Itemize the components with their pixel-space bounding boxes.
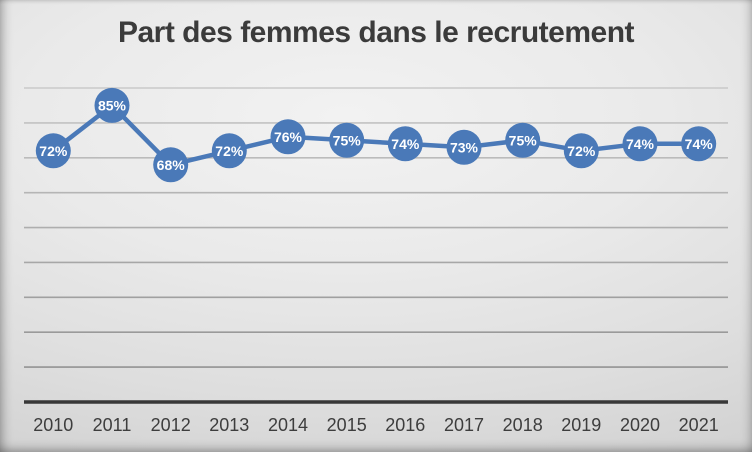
- data-point-marker: [153, 147, 189, 183]
- x-axis-tick-label: 2017: [444, 415, 484, 435]
- trend-line: [51, 103, 701, 168]
- data-point-marker: [563, 133, 599, 169]
- x-axis-tick-label: 2010: [33, 415, 73, 435]
- data-point-label: 72%: [215, 143, 244, 159]
- data-point-label: 76%: [274, 129, 303, 145]
- x-axis-tick-label: 2013: [209, 415, 249, 435]
- x-axis-tick-label: 2015: [327, 415, 367, 435]
- data-point-marker: [446, 129, 482, 165]
- x-axis-tick-label: 2019: [561, 415, 601, 435]
- data-point-label: 73%: [450, 139, 479, 155]
- x-axis-tick-label: 2016: [385, 415, 425, 435]
- x-axis-tick-label: 2012: [151, 415, 191, 435]
- data-point-label: 85%: [98, 97, 127, 113]
- data-point-label: 72%: [39, 143, 68, 159]
- data-point-marker: [622, 126, 658, 162]
- x-axis-tick-label: 2018: [503, 415, 543, 435]
- data-point-label: 72%: [567, 143, 596, 159]
- data-point-marker: [211, 133, 247, 169]
- data-point-marker: [329, 122, 365, 158]
- data-point-marker: [387, 126, 423, 162]
- x-axis-tick-label: 2011: [93, 415, 132, 435]
- x-axis-tick-label: 2020: [620, 415, 660, 435]
- data-point-label: 75%: [509, 132, 538, 148]
- x-axis-tick-label: 2021: [679, 415, 719, 435]
- x-axis-tick-label: 2014: [268, 415, 308, 435]
- data-point-label: 74%: [685, 136, 714, 152]
- data-point-label: 68%: [157, 157, 186, 173]
- data-point-marker: [94, 87, 130, 123]
- data-point-marker: [505, 122, 541, 158]
- data-point-label: 75%: [333, 132, 362, 148]
- data-point-label: 74%: [626, 136, 655, 152]
- data-point-marker: [35, 133, 71, 169]
- data-point-label: 74%: [391, 136, 420, 152]
- data-point-marker: [270, 119, 306, 155]
- chart-title: Part des femmes dans le recrutement: [117, 16, 635, 49]
- data-point-marker: [681, 126, 717, 162]
